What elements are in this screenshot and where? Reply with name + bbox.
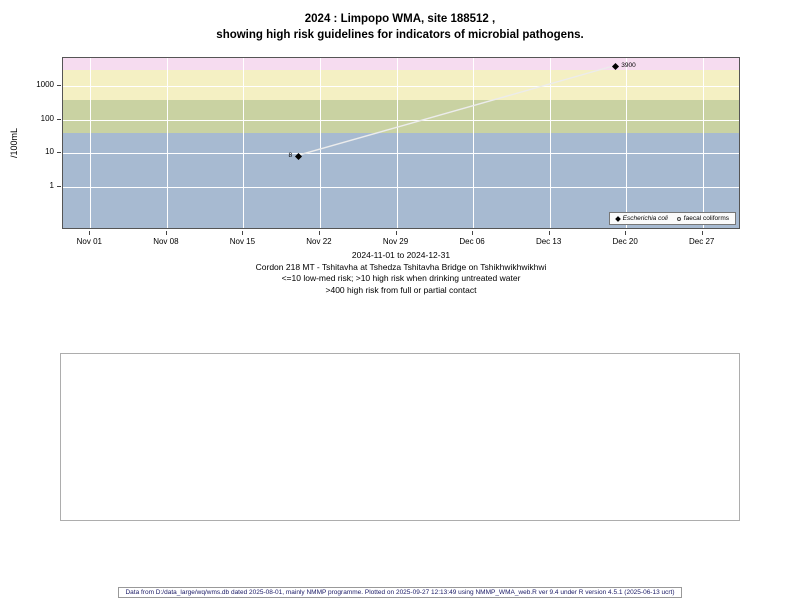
x-tick-mark bbox=[242, 231, 244, 235]
x-tick-mark bbox=[89, 231, 91, 235]
gridline-x bbox=[702, 58, 704, 228]
legend-label-faecal-coliforms: faecal coliforms bbox=[683, 215, 729, 222]
x-tick-label: Nov 22 bbox=[306, 237, 332, 246]
gridline-x bbox=[166, 58, 168, 228]
chart: /100mL Escherichia coli faecal coliforms… bbox=[0, 0, 800, 246]
caption-site-description: Cordon 218 MT - Tshitavha at Tshedza Tsh… bbox=[255, 261, 547, 272]
x-tick-label: Nov 08 bbox=[153, 237, 179, 246]
circle-marker-icon bbox=[676, 216, 681, 221]
gridline-x bbox=[90, 58, 92, 228]
gridline-y bbox=[63, 153, 739, 155]
x-tick-mark bbox=[165, 231, 167, 235]
x-tick-label: Nov 29 bbox=[382, 237, 409, 246]
gridline-x bbox=[243, 58, 245, 228]
gridline-x bbox=[473, 58, 475, 228]
x-tick-mark bbox=[625, 231, 627, 235]
footer-text: Data from D:/data_large/wq/wms.db dated … bbox=[118, 587, 682, 598]
legend-item-escherichia-coli: Escherichia coli bbox=[614, 215, 668, 222]
x-tick-mark bbox=[701, 231, 703, 235]
series-line bbox=[298, 65, 612, 156]
x-tick-label: Dec 20 bbox=[612, 237, 638, 246]
chart-title: 2024 : Limpopo WMA, site 188512 , showin… bbox=[30, 11, 770, 43]
gridline-y bbox=[63, 119, 739, 121]
footer: Data from D:/data_large/wq/wms.db dated … bbox=[0, 581, 800, 599]
point-label: 3900 bbox=[621, 62, 636, 70]
x-tick-mark bbox=[472, 231, 474, 235]
diamond-marker-icon bbox=[614, 215, 621, 222]
chart-title-line1: 2024 : Limpopo WMA, site 188512 , bbox=[304, 13, 496, 25]
legend-item-faecal-coliforms: faecal coliforms bbox=[676, 215, 729, 222]
x-tick-label: Dec 13 bbox=[535, 237, 562, 246]
y-tick-label: 100 bbox=[40, 113, 54, 123]
x-tick-label: Nov 15 bbox=[229, 237, 256, 246]
y-tick-mark bbox=[57, 118, 61, 120]
caption-guideline-2: >400 high risk from full or partial cont… bbox=[325, 284, 477, 295]
point-label: 8 bbox=[288, 152, 293, 160]
caption-date-range: 2024-11-01 to 2024-12-31 bbox=[351, 250, 451, 260]
gridline-y bbox=[63, 86, 739, 88]
gridline-y bbox=[63, 186, 739, 188]
x-tick-mark bbox=[548, 231, 550, 235]
plot-area: Escherichia coli faecal coliforms 8 3900 bbox=[62, 57, 740, 229]
gridline-x bbox=[626, 58, 628, 228]
y-tick-mark bbox=[57, 85, 61, 87]
chart-title-line2: showing high risk guidelines for indicat… bbox=[216, 29, 584, 41]
y-tick-mark bbox=[57, 152, 61, 154]
x-tick-label: Dec 06 bbox=[459, 237, 485, 246]
empty-panel bbox=[60, 353, 740, 521]
y-tick-label: 1000 bbox=[36, 80, 54, 90]
y-tick-mark bbox=[57, 185, 61, 187]
y-tick-label: 1 bbox=[49, 180, 54, 190]
x-tick-mark bbox=[395, 231, 397, 235]
risk-band bbox=[63, 58, 739, 71]
x-tick-label: Dec 27 bbox=[689, 237, 715, 246]
gridline-x bbox=[549, 58, 551, 228]
gridline-x bbox=[396, 58, 398, 228]
y-tick-label: 10 bbox=[45, 147, 54, 157]
x-tick-mark bbox=[318, 231, 320, 235]
legend: Escherichia coli faecal coliforms bbox=[608, 212, 736, 225]
caption-guideline-1: <=10 low-med risk; >10 high risk when dr… bbox=[281, 273, 521, 283]
gridline-x bbox=[319, 58, 321, 228]
caption-block: 2024-11-01 to 2024-12-31 Cordon 218 MT -… bbox=[62, 250, 740, 296]
x-tick-label: Nov 01 bbox=[76, 237, 102, 246]
legend-label-escherichia-coli: Escherichia coli bbox=[622, 215, 668, 222]
series-line-layer bbox=[298, 65, 612, 156]
